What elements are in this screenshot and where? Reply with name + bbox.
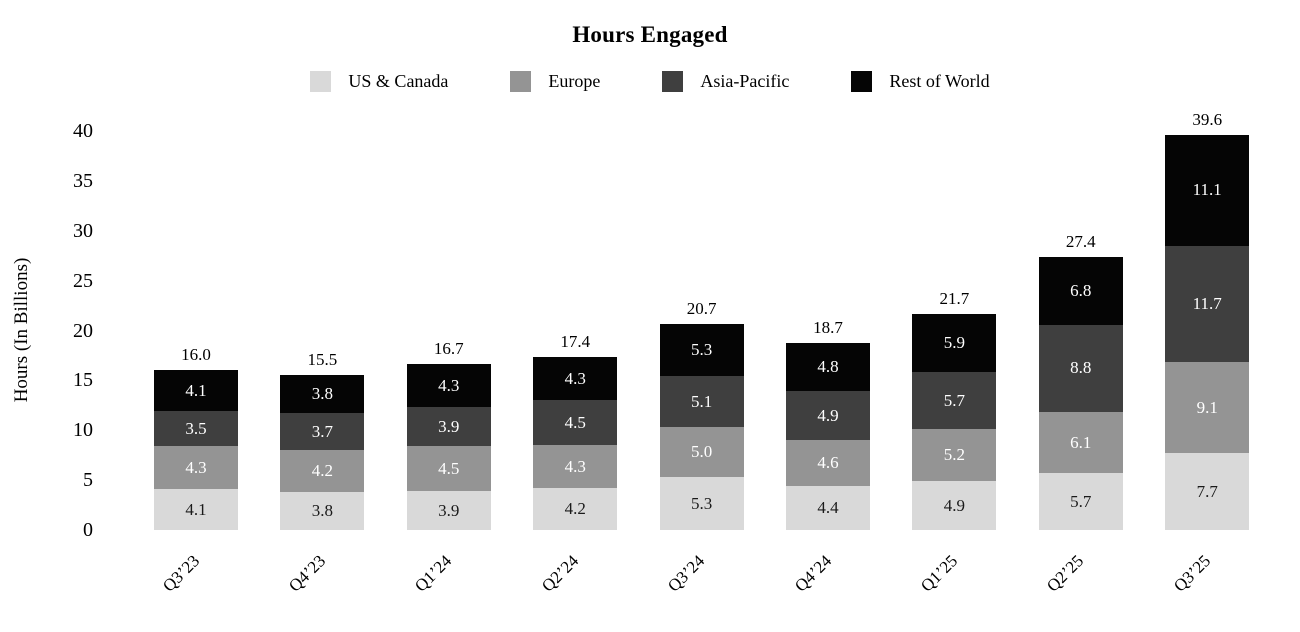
y-axis-title: Hours (In Billions)	[11, 257, 32, 403]
bar-segment-us-canada: 4.9	[912, 481, 997, 530]
bar-segment-us-canada: 3.8	[280, 492, 365, 530]
x-axis-label: Q2’25	[1043, 551, 1088, 596]
bar-total-label: 16.7	[433, 339, 464, 359]
legend-item-asia-pacific: Asia-Pacific	[662, 71, 789, 92]
bar-total-label: 15.5	[307, 350, 338, 370]
bar-segment-us-canada: 4.2	[533, 488, 618, 530]
y-tick-label: 10	[73, 419, 93, 442]
bar-segment-rest-of-world: 4.8	[786, 343, 870, 392]
x-axis-label: Q1’25	[916, 551, 962, 596]
chart-title: Hours Engaged	[572, 22, 728, 47]
bar-total-label: 16.0	[181, 345, 211, 365]
y-tick-label: 20	[73, 319, 93, 342]
legend-item-europe: Europe	[510, 71, 600, 92]
bar-segment-europe: 6.1	[1038, 412, 1123, 474]
x-axis-label: Q3’24	[664, 551, 709, 596]
bar-total-label: 21.7	[939, 288, 970, 308]
y-tick-label: 35	[73, 169, 93, 192]
y-tick-label: 15	[73, 369, 93, 392]
bar-segment-rest-of-world: 3.8	[280, 375, 365, 414]
legend-label: Europe	[548, 71, 601, 91]
bar-segment-asia-pacific: 5.7	[912, 372, 997, 430]
bar-segment-europe: 5.0	[659, 427, 744, 478]
bar-segment-rest-of-world: 5.3	[659, 323, 744, 377]
bar-segment-asia-pacific: 3.5	[154, 411, 238, 447]
x-axis-label: Q1’24	[411, 551, 456, 596]
bar-segment-asia-pacific: 3.9	[406, 407, 491, 447]
legend-label: Rest of World	[889, 71, 990, 91]
legend-swatch-rest-of-world	[851, 71, 873, 92]
bar-segment-rest-of-world: 5.9	[912, 313, 997, 373]
bar-segment-asia-pacific: 4.5	[533, 400, 618, 446]
y-tick-label: 5	[83, 469, 93, 492]
y-tick-label: 30	[73, 219, 93, 242]
bar-segment-us-canada: 3.9	[406, 491, 491, 530]
bar-segment-europe: 4.5	[406, 446, 491, 492]
bar-segment-us-canada: 4.1	[154, 489, 238, 530]
bar-segment-asia-pacific: 11.7	[1165, 245, 1250, 363]
bar-segment-europe: 4.3	[533, 445, 618, 489]
bar-segment-rest-of-world: 6.8	[1038, 256, 1123, 325]
legend-label: Asia-Pacific	[700, 71, 790, 91]
x-axis-label: Q4’24	[790, 551, 835, 596]
x-axis-label: Q4’23	[284, 551, 330, 596]
bar-segment-asia-pacific: 3.7	[280, 413, 365, 451]
bar-segment-asia-pacific: 4.9	[786, 391, 870, 441]
bar-total-label: 27.4	[1065, 231, 1096, 251]
bar-segment-us-canada: 4.4	[786, 486, 870, 530]
x-axis-label: Q3’25	[1169, 551, 1214, 596]
x-axis-label: Q2’24	[537, 551, 582, 596]
bar-segment-europe: 4.2	[280, 450, 365, 493]
bar-total-label: 18.7	[813, 318, 843, 338]
bar-segment-europe: 5.2	[912, 429, 997, 482]
y-tick-label: 25	[73, 269, 93, 292]
legend-label: US & Canada	[348, 71, 449, 91]
bar-segment-rest-of-world: 4.3	[533, 357, 618, 401]
y-tick-label: 0	[83, 519, 93, 541]
bar-segment-asia-pacific: 8.8	[1038, 324, 1123, 413]
bar-total-label: 20.7	[686, 298, 717, 318]
legend-swatch-asia-pacific	[662, 71, 684, 92]
bar-total-label: 17.4	[560, 332, 591, 352]
bar-segment-rest-of-world: 4.1	[154, 370, 238, 412]
bar-segment-europe: 9.1	[1165, 362, 1250, 454]
y-tick-label: 40	[73, 120, 93, 142]
bar-segment-rest-of-world: 11.1	[1165, 134, 1250, 246]
x-axis-label: Q3’23	[158, 551, 203, 596]
legend-swatch-europe	[510, 71, 532, 92]
bar-segment-rest-of-world: 4.3	[406, 364, 491, 408]
bar-total-label: 39.6	[1192, 109, 1223, 129]
legend-item-rest-of-world: Rest of World	[851, 71, 990, 92]
legend-item-us-canada: US & Canada	[310, 71, 448, 92]
chart-legend: US & Canada Europe Asia-Pacific Rest of Wor…	[0, 71, 1300, 92]
bar-segment-europe: 4.3	[154, 446, 238, 490]
bar-segment-europe: 4.6	[786, 440, 870, 487]
legend-swatch-us-canada	[310, 71, 332, 92]
bar-segment-us-canada: 5.3	[659, 477, 744, 530]
bar-segment-us-canada: 7.7	[1165, 453, 1250, 530]
bar-segment-asia-pacific: 5.1	[659, 376, 744, 428]
bar-segment-us-canada: 5.7	[1038, 473, 1123, 530]
